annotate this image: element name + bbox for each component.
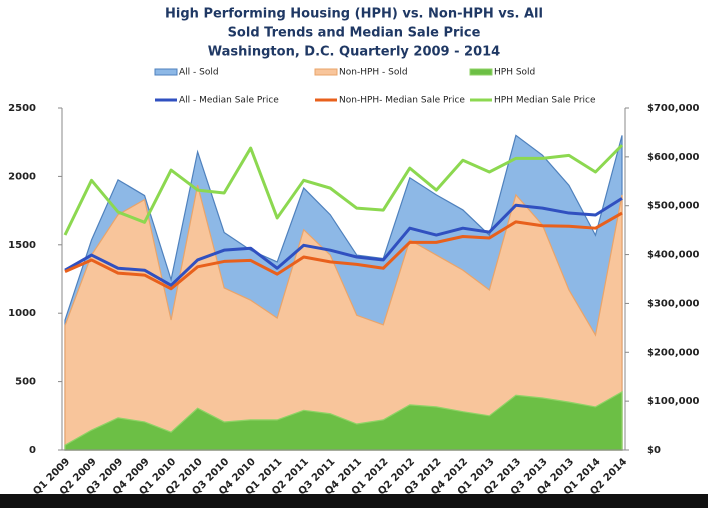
legend-swatch bbox=[314, 68, 338, 76]
y-tick-label: 0 bbox=[29, 445, 36, 456]
area bbox=[64, 185, 623, 451]
y2-tick-label: $100,000 bbox=[647, 396, 700, 407]
y2-tick-label: $0 bbox=[647, 445, 661, 456]
y-tick-label: 1000 bbox=[8, 308, 36, 319]
y2-tick-label: $500,000 bbox=[647, 201, 700, 212]
chart-title: Sold Trends and Median Sale Price bbox=[228, 26, 481, 41]
y-tick-label: 1500 bbox=[8, 240, 36, 251]
legend-label: All - Median Sale Price bbox=[179, 96, 279, 106]
y2-tick-label: $400,000 bbox=[647, 250, 700, 261]
line bbox=[64, 197, 623, 287]
y-tick-label: 2000 bbox=[8, 171, 36, 182]
y-tick-label: 500 bbox=[15, 377, 36, 388]
legend-label: HPH Median Sale Price bbox=[494, 96, 596, 106]
legend-label: HPH Sold bbox=[494, 68, 535, 78]
y2-tick-label: $300,000 bbox=[647, 298, 700, 309]
bottom-bar bbox=[0, 494, 708, 508]
legend-label: All - Sold bbox=[179, 68, 219, 78]
line bbox=[63, 144, 624, 236]
line bbox=[64, 211, 623, 291]
y2-tick-label: $600,000 bbox=[647, 152, 700, 163]
chart-title: High Performing Housing (HPH) vs. Non-HP… bbox=[165, 7, 543, 22]
chart-title: Washington, D.C. Quarterly 2009 - 2014 bbox=[208, 45, 500, 60]
y-tick-label: 2500 bbox=[8, 103, 36, 114]
legend-swatch bbox=[154, 68, 178, 76]
y2-tick-label: $200,000 bbox=[647, 347, 700, 358]
legend-label: Non-HPH - Sold bbox=[339, 68, 408, 78]
legend-swatch bbox=[469, 68, 493, 76]
y2-tick-label: $700,000 bbox=[647, 103, 700, 114]
legend-label: Non-HPH- Median Sale Price bbox=[339, 96, 465, 106]
area bbox=[64, 390, 623, 451]
